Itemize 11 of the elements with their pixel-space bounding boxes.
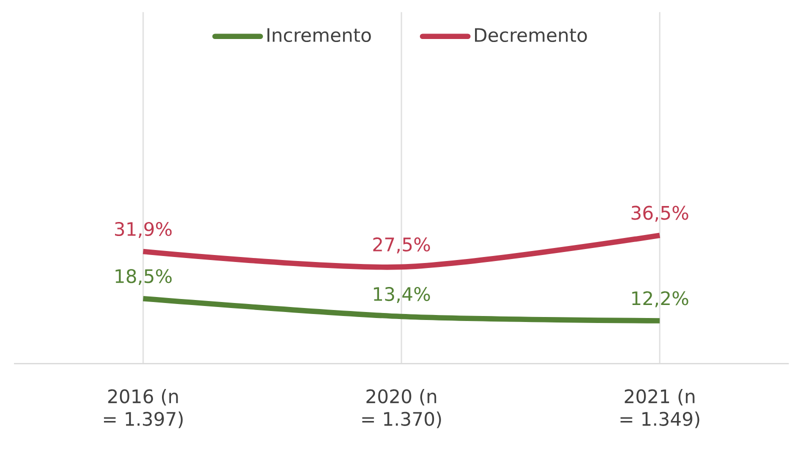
- x-tick-label: 2020 (n = 1.370): [362, 388, 441, 428]
- x-tick-label: 2016 (n = 1.397): [104, 388, 183, 428]
- data-label: 13,4%: [374, 286, 430, 303]
- legend-label: Incremento: [267, 28, 371, 42]
- data-label: 12,2%: [632, 291, 688, 308]
- data-label: 27,5%: [373, 237, 430, 254]
- data-label: 31,9%: [115, 222, 172, 238]
- data-label: 36,5%: [632, 206, 688, 222]
- data-label: 18,5%: [116, 269, 172, 285]
- legend-label: Decremento: [475, 28, 587, 42]
- x-tick-label: 2021 (n = 1.349): [620, 388, 700, 428]
